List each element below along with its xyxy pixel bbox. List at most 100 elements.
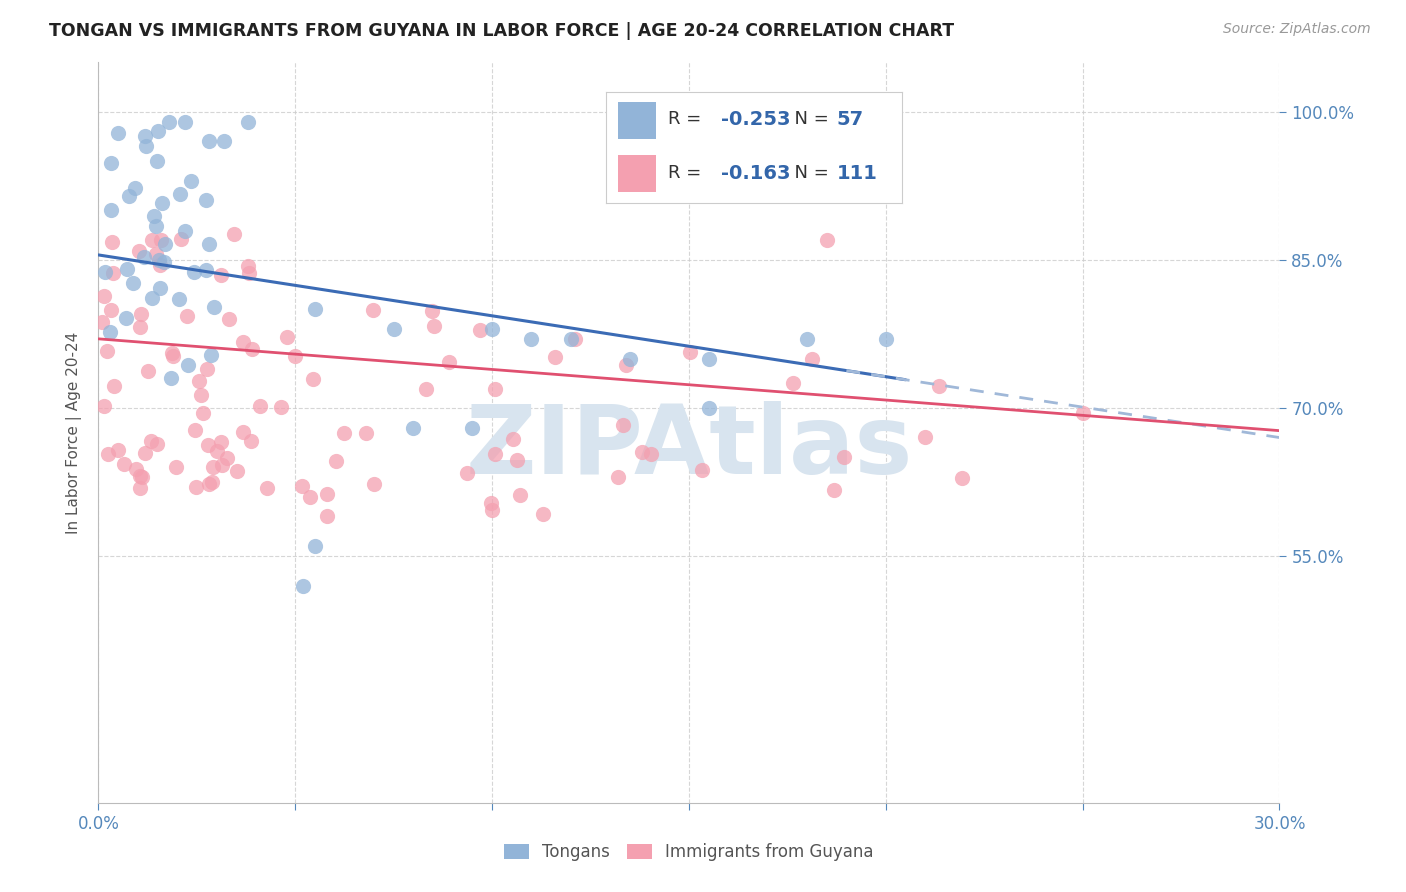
Point (619, 351, 641, 366)
Point (169, 232, 191, 246)
Point (697, 401, 720, 415)
Point (112, 457, 135, 471)
Point (630, 445, 652, 459)
Point (201, 475, 224, 490)
Point (135, 138, 157, 153)
Point (129, 469, 152, 483)
Point (614, 359, 637, 373)
Point (315, 509, 337, 524)
Point (145, 247, 167, 261)
Point (292, 579, 315, 593)
Point (420, 303, 443, 318)
Point (875, 332, 897, 346)
Point (484, 383, 506, 397)
Point (214, 135, 236, 149)
Point (149, 258, 172, 272)
Point (796, 332, 818, 346)
Point (148, 253, 170, 268)
Point (301, 372, 323, 386)
Point (304, 302, 326, 317)
Point (506, 452, 529, 467)
Point (222, 227, 245, 242)
Point (290, 479, 312, 493)
Point (167, 292, 190, 306)
Point (218, 311, 240, 326)
Point (101, 266, 124, 280)
Point (93, 289, 115, 303)
Point (162, 349, 184, 363)
Point (125, 462, 148, 476)
Text: Source: ZipAtlas.com: Source: ZipAtlas.com (1223, 22, 1371, 37)
Point (100, 202, 122, 217)
Point (256, 481, 278, 495)
Point (148, 281, 170, 295)
Point (284, 349, 307, 363)
Point (298, 491, 321, 505)
Point (815, 233, 838, 247)
Point (531, 507, 554, 521)
Point (325, 454, 347, 468)
Point (107, 126, 129, 140)
Point (134, 250, 156, 264)
Point (160, 371, 183, 385)
Point (124, 181, 146, 195)
Point (239, 434, 262, 448)
Point (520, 332, 543, 346)
Point (177, 358, 200, 372)
Point (225, 464, 247, 478)
Point (141, 233, 163, 247)
Legend: Tongans, Immigrants from Guyana: Tongans, Immigrants from Guyana (505, 843, 873, 861)
Point (564, 332, 586, 346)
Point (145, 219, 167, 234)
Point (928, 378, 950, 392)
Point (363, 476, 385, 491)
Point (100, 302, 122, 317)
Point (195, 193, 218, 207)
Point (200, 348, 222, 362)
Point (402, 420, 425, 434)
Point (134, 128, 156, 143)
Point (136, 364, 159, 378)
Text: ZIPAtlas: ZIPAtlas (465, 401, 912, 494)
Point (131, 470, 153, 484)
Point (176, 310, 198, 324)
Point (456, 466, 478, 480)
Point (107, 443, 129, 458)
Point (232, 335, 254, 350)
Point (146, 437, 169, 451)
Point (509, 488, 531, 502)
Point (94, 265, 117, 279)
Point (134, 446, 156, 460)
Point (361, 303, 384, 318)
Point (612, 418, 634, 433)
Point (153, 236, 176, 251)
Point (238, 266, 260, 280)
Point (950, 470, 973, 484)
Point (209, 435, 232, 450)
Point (211, 458, 233, 472)
Point (122, 277, 145, 291)
Point (160, 346, 183, 360)
Point (96, 343, 118, 358)
Point (190, 387, 212, 401)
Point (149, 234, 172, 248)
Point (197, 135, 219, 149)
Point (236, 114, 259, 128)
Point (823, 483, 845, 498)
Point (141, 291, 163, 305)
Point (202, 459, 225, 474)
Point (354, 426, 377, 441)
Point (188, 375, 211, 389)
Point (183, 265, 205, 279)
Point (197, 237, 219, 252)
Point (184, 479, 207, 493)
Point (692, 463, 714, 477)
Point (118, 189, 141, 203)
Point (93, 399, 115, 413)
Point (174, 114, 197, 128)
Point (333, 425, 356, 440)
Point (165, 460, 187, 475)
Point (129, 307, 152, 321)
Point (481, 502, 503, 516)
Point (169, 186, 191, 201)
